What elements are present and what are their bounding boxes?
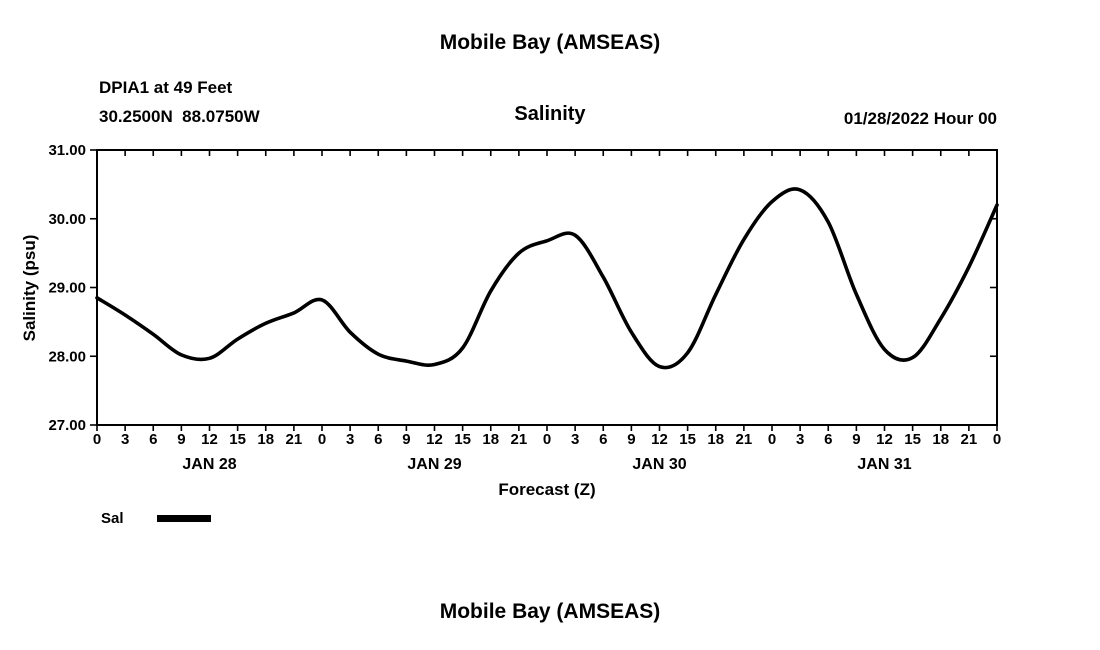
x-tick-label: 12 bbox=[651, 431, 668, 448]
x-tick-label: 3 bbox=[346, 431, 354, 448]
y-tick-label: 29.00 bbox=[48, 280, 86, 297]
chart-title: Salinity bbox=[514, 103, 586, 125]
page-title: Mobile Bay (AMSEAS) bbox=[439, 31, 661, 54]
x-tick-label: 6 bbox=[149, 431, 157, 448]
x-tick-label: 9 bbox=[852, 431, 860, 448]
run-datetime: 01/28/2022 Hour 00 bbox=[843, 109, 997, 128]
plot-border bbox=[96, 149, 998, 426]
x-tick-label: 0 bbox=[93, 431, 101, 448]
chart-legend: Sal bbox=[101, 510, 211, 527]
x-tick-label: 0 bbox=[543, 431, 551, 448]
x-tick-label: 15 bbox=[679, 431, 696, 448]
x-tick-label: 0 bbox=[768, 431, 776, 448]
x-tick-label: 9 bbox=[627, 431, 635, 448]
axis-tick-labels: 27.00 28.00 29.00 30.00 31.00 0 3 6 9 12 15 18 21 JAN… bbox=[48, 142, 1001, 473]
x-tick-label: 6 bbox=[374, 431, 382, 448]
x-tick-label: 21 bbox=[961, 431, 978, 448]
x-tick-label: 18 bbox=[932, 431, 949, 448]
x-tick-label: 15 bbox=[904, 431, 921, 448]
x-tick-label: 18 bbox=[707, 431, 724, 448]
x-tick-label: 3 bbox=[571, 431, 579, 448]
x-tick-label: 12 bbox=[876, 431, 893, 448]
x-axis-title: Forecast (Z) bbox=[498, 480, 596, 499]
legend-line-swatch bbox=[156, 515, 211, 522]
x-tick-label: 9 bbox=[402, 431, 410, 448]
day-label: JAN 30 bbox=[632, 456, 686, 473]
x-tick-label: 21 bbox=[511, 431, 528, 448]
y-tick-label: 27.00 bbox=[48, 417, 86, 434]
x-tick-label: 0 bbox=[318, 431, 326, 448]
x-tick-label: 6 bbox=[824, 431, 832, 448]
day-label: JAN 29 bbox=[407, 456, 461, 473]
x-tick-label: 12 bbox=[426, 431, 443, 448]
x-tick-label: 21 bbox=[286, 431, 303, 448]
x-tick-label: 6 bbox=[599, 431, 607, 448]
axis-ticks bbox=[90, 149, 998, 431]
station-coordinates: 30.2500N 88.0750W bbox=[99, 107, 260, 126]
page-title-bottom: Mobile Bay (AMSEAS) bbox=[439, 600, 661, 623]
legend-label: Sal bbox=[101, 510, 124, 527]
y-tick-label: 28.00 bbox=[48, 348, 86, 365]
x-tick-label: 15 bbox=[229, 431, 246, 448]
x-tick-label: 3 bbox=[121, 431, 129, 448]
x-tick-label: 12 bbox=[201, 431, 218, 448]
salinity-line bbox=[95, 187, 999, 370]
x-tick-label: 3 bbox=[796, 431, 804, 448]
y-tick-label: 31.00 bbox=[48, 142, 86, 159]
x-tick-label: 18 bbox=[482, 431, 499, 448]
station-label: DPIA1 at 49 Feet bbox=[99, 78, 233, 97]
x-tick-label: 21 bbox=[736, 431, 753, 448]
x-tick-label: 15 bbox=[454, 431, 471, 448]
x-tick-label: 0 bbox=[993, 431, 1001, 448]
day-label: JAN 28 bbox=[182, 456, 236, 473]
day-label: JAN 31 bbox=[857, 456, 911, 473]
x-tick-label: 9 bbox=[177, 431, 185, 448]
x-tick-label: 18 bbox=[257, 431, 274, 448]
y-tick-label: 30.00 bbox=[48, 211, 86, 228]
